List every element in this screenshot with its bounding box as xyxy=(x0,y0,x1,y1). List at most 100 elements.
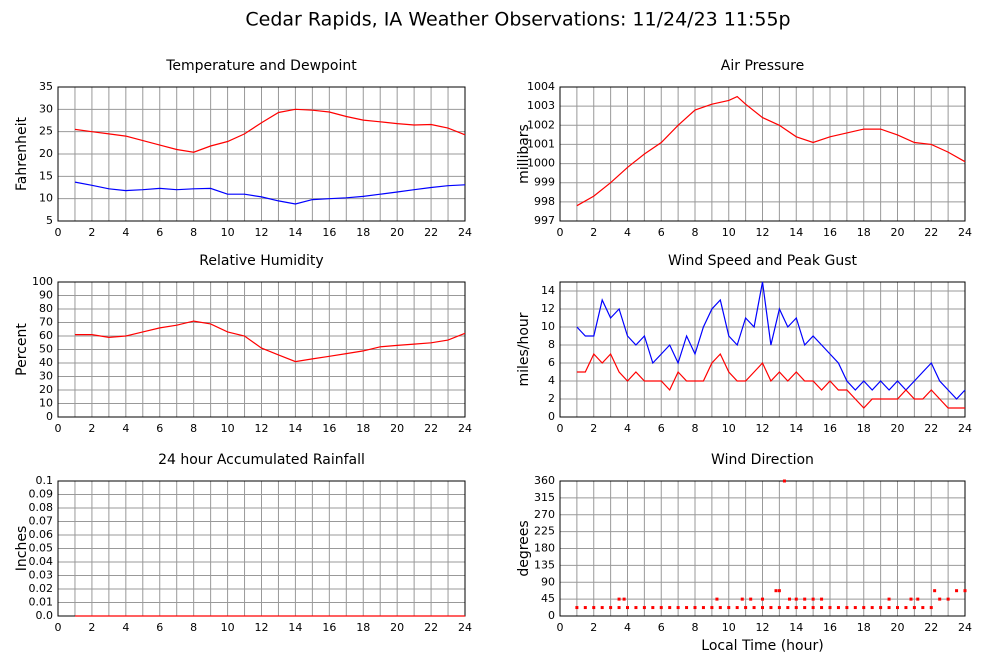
y-tick-label: 30 xyxy=(39,102,53,115)
y-axis-label: Percent xyxy=(14,323,30,376)
x-tick-label: 22 xyxy=(924,226,938,239)
y-tick-label: 2 xyxy=(548,392,555,405)
x-tick-label: 24 xyxy=(958,422,972,435)
scatter-point xyxy=(811,606,815,610)
y-tick-label: 1004 xyxy=(527,80,555,93)
y-tick-label: 35 xyxy=(39,80,53,93)
x-tick-label: 2 xyxy=(590,621,597,634)
y-tick-label: 0.03 xyxy=(29,569,54,582)
scatter-point xyxy=(904,606,908,610)
scatter-point xyxy=(642,606,646,610)
scatter-point xyxy=(820,597,824,601)
x-tick-label: 10 xyxy=(722,226,736,239)
subplot-title: Relative Humidity xyxy=(199,253,323,269)
scatter-point xyxy=(634,606,638,610)
subplot-title: Air Pressure xyxy=(721,58,804,74)
x-tick-label: 22 xyxy=(924,621,938,634)
x-tick-label: 8 xyxy=(692,422,699,435)
series-line xyxy=(74,181,466,205)
x-tick-label: 18 xyxy=(857,226,871,239)
y-tick-label: 12 xyxy=(541,302,555,315)
x-tick-label: 14 xyxy=(288,621,302,634)
y-tick-label: 14 xyxy=(541,284,555,297)
y-tick-label: 135 xyxy=(534,558,555,571)
scatter-point xyxy=(774,589,778,593)
y-axis-label: degrees xyxy=(516,520,532,576)
x-tick-label: 24 xyxy=(458,422,472,435)
y-tick-label: 0.09 xyxy=(29,488,54,501)
scatter-point xyxy=(777,606,781,610)
x-tick-label: 12 xyxy=(255,621,269,634)
scatter-point xyxy=(592,606,596,610)
page-title: Cedar Rapids, IA Weather Observations: 1… xyxy=(245,9,790,31)
y-tick-label: 997 xyxy=(534,214,555,227)
y-tick-label: 999 xyxy=(534,176,555,189)
scatter-point xyxy=(853,606,857,610)
y-tick-label: 0.0 xyxy=(36,609,54,622)
x-tick-label: 22 xyxy=(424,422,438,435)
x-tick-label: 8 xyxy=(692,621,699,634)
y-tick-label: 100 xyxy=(32,275,53,288)
y-tick-label: 998 xyxy=(534,195,555,208)
x-tick-label: 24 xyxy=(458,226,472,239)
scatter-point xyxy=(575,606,579,610)
y-tick-label: 25 xyxy=(39,125,53,138)
x-tick-label: 0 xyxy=(557,226,564,239)
scatter-point xyxy=(820,606,824,610)
x-tick-label: 20 xyxy=(390,226,404,239)
x-tick-label: 18 xyxy=(857,422,871,435)
scatter-point xyxy=(933,589,937,593)
x-tick-label: 18 xyxy=(356,226,370,239)
y-tick-label: 270 xyxy=(534,508,555,521)
scatter-point xyxy=(788,597,791,601)
scatter-point xyxy=(912,606,916,610)
x-tick-label: 16 xyxy=(823,226,837,239)
x-tick-label: 10 xyxy=(221,422,235,435)
subplot-title: Temperature and Dewpoint xyxy=(165,58,357,74)
x-tick-label: 4 xyxy=(624,621,631,634)
y-tick-label: 5 xyxy=(46,214,53,227)
y-tick-label: 8 xyxy=(548,338,555,351)
scatter-point xyxy=(626,606,629,610)
y-tick-label: 90 xyxy=(39,289,53,302)
series-line xyxy=(576,352,965,409)
y-tick-label: 20 xyxy=(39,383,53,396)
series-line xyxy=(576,95,966,207)
y-tick-label: 4 xyxy=(548,374,555,387)
scatter-point xyxy=(845,606,849,610)
x-tick-label: 14 xyxy=(288,226,302,239)
x-tick-label: 22 xyxy=(424,226,438,239)
y-axis-label: Fahrenheit xyxy=(14,116,30,191)
scatter-point xyxy=(916,597,920,601)
plot-frame xyxy=(57,86,466,222)
x-tick-label: 6 xyxy=(156,226,163,239)
scatter-point xyxy=(896,606,899,610)
scatter-point xyxy=(727,606,731,610)
x-tick-label: 12 xyxy=(756,226,770,239)
x-tick-label: 2 xyxy=(88,621,95,634)
x-tick-label: 6 xyxy=(156,422,163,435)
scatter-point xyxy=(786,606,790,610)
y-tick-label: 0 xyxy=(548,609,555,622)
y-tick-label: 6 xyxy=(548,356,555,369)
scatter-point xyxy=(803,606,807,610)
scatter-point xyxy=(946,597,950,601)
x-tick-label: 24 xyxy=(458,621,472,634)
scatter-point xyxy=(929,606,933,610)
x-tick-label: 22 xyxy=(424,621,438,634)
scatter-point xyxy=(668,606,672,610)
x-tick-label: 10 xyxy=(722,621,736,634)
scatter-point xyxy=(659,606,663,610)
x-tick-label: 16 xyxy=(823,422,837,435)
plot-frame xyxy=(559,86,966,222)
x-tick-label: 0 xyxy=(557,621,564,634)
subplot-title: Wind Speed and Peak Gust xyxy=(668,253,857,269)
y-tick-label: 1001 xyxy=(527,137,555,150)
scatter-point xyxy=(879,606,883,610)
plot-frame xyxy=(57,281,466,418)
scatter-point xyxy=(761,597,764,601)
subplot-title: Wind Direction xyxy=(711,452,814,468)
y-axis-label: millibars xyxy=(516,124,532,184)
y-tick-label: 90 xyxy=(541,575,555,588)
